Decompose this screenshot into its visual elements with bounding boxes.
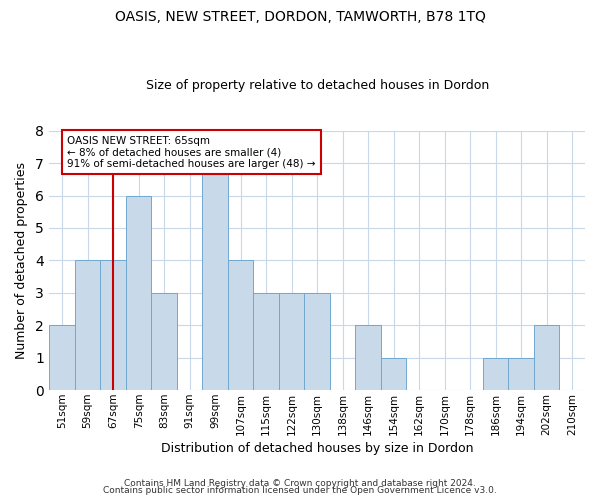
Bar [279, 293, 304, 390]
Y-axis label: Number of detached properties: Number of detached properties [15, 162, 28, 359]
Title: Size of property relative to detached houses in Dordon: Size of property relative to detached ho… [146, 79, 489, 92]
Bar [304, 293, 330, 390]
Bar [508, 358, 534, 390]
Bar [355, 326, 381, 390]
Bar [126, 196, 151, 390]
Bar [534, 326, 559, 390]
Text: OASIS NEW STREET: 65sqm
← 8% of detached houses are smaller (4)
91% of semi-deta: OASIS NEW STREET: 65sqm ← 8% of detached… [67, 136, 316, 168]
Bar [228, 260, 253, 390]
Bar [151, 293, 177, 390]
Text: Contains HM Land Registry data © Crown copyright and database right 2024.: Contains HM Land Registry data © Crown c… [124, 478, 476, 488]
Bar [253, 293, 279, 390]
Bar [381, 358, 406, 390]
Bar [483, 358, 508, 390]
Bar [75, 260, 100, 390]
Bar [202, 163, 228, 390]
Bar [100, 260, 126, 390]
X-axis label: Distribution of detached houses by size in Dordon: Distribution of detached houses by size … [161, 442, 473, 455]
Text: OASIS, NEW STREET, DORDON, TAMWORTH, B78 1TQ: OASIS, NEW STREET, DORDON, TAMWORTH, B78… [115, 10, 485, 24]
Text: Contains public sector information licensed under the Open Government Licence v3: Contains public sector information licen… [103, 486, 497, 495]
Bar [49, 326, 75, 390]
